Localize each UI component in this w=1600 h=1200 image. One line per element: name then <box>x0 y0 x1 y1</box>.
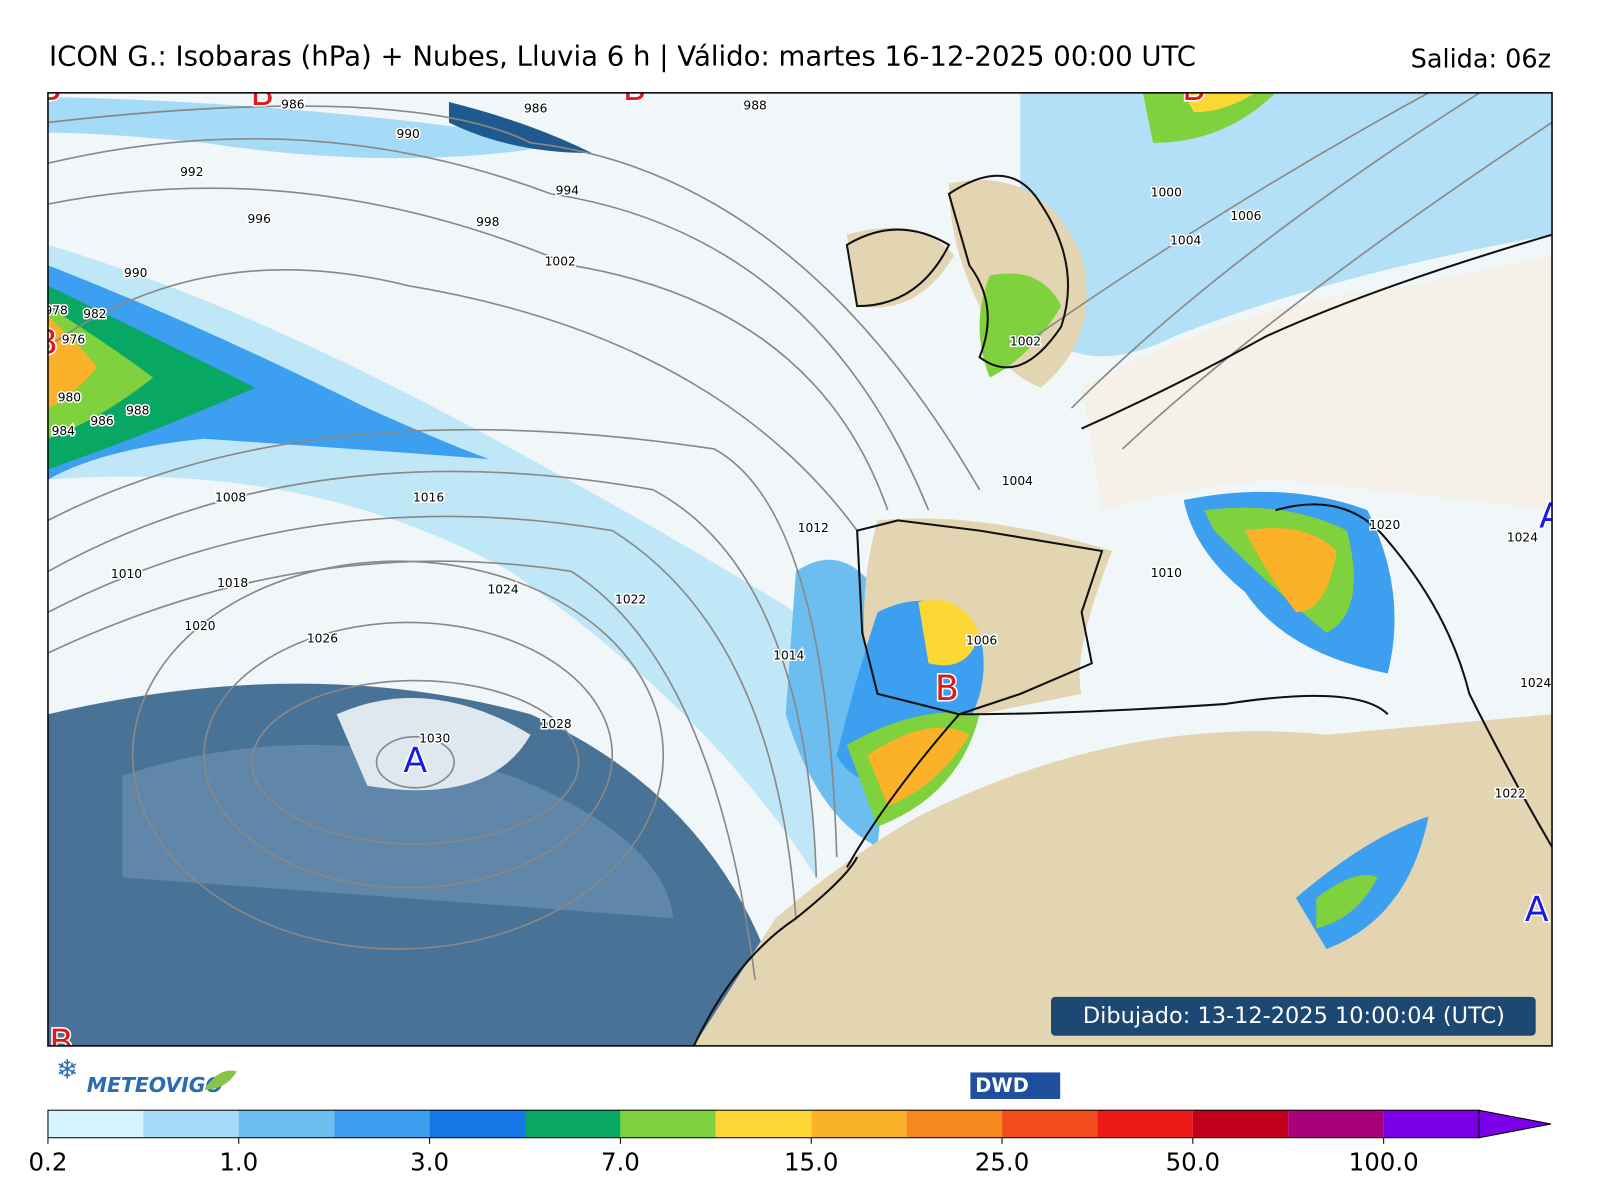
isobar-label: 1020 <box>1369 518 1400 532</box>
isobar-label: 1016 <box>413 490 444 504</box>
low-center: B <box>623 69 647 109</box>
colorbar-frame <box>47 1109 1480 1139</box>
colorbar-swatch <box>47 1110 144 1138</box>
isobar-label: 988 <box>126 404 149 418</box>
high-center: A <box>1525 890 1549 930</box>
isobar-label: 1022 <box>615 592 646 606</box>
colorbar: 0.2 1.0 3.0 7.0 15.0 25.0 50.0 100.0 <box>28 1109 1552 1176</box>
isobar-label: 1022 <box>1495 786 1526 800</box>
isobar-label: 986 <box>524 102 548 116</box>
colorbar-tick-label: 7.0 <box>601 1147 640 1176</box>
isobar-label: 1008 <box>215 490 246 504</box>
colorbar-swatch <box>715 1110 812 1138</box>
isobar-label: 982 <box>83 307 106 321</box>
colorbar-tick-label: 3.0 <box>410 1147 449 1176</box>
colorbar-tick-label: 50.0 <box>1166 1147 1220 1176</box>
low-center: B <box>34 323 58 363</box>
isobar-label: 976 <box>62 332 86 346</box>
isobar-label: 1024 <box>1520 676 1551 690</box>
high-center: A <box>403 741 427 781</box>
isobar-label: 1012 <box>798 521 829 535</box>
colorbar-swatch <box>334 1110 430 1138</box>
drawn-time: Dibujado: 13-12-2025 10:00:04 (UTC) <box>1083 1003 1505 1029</box>
run: Salida: 06z <box>1411 44 1551 74</box>
isobar-label: 994 <box>556 183 580 197</box>
isobar-label: 1010 <box>1151 566 1182 580</box>
isobar-label: 980 <box>58 390 81 404</box>
isobar-label: 1024 <box>487 582 518 596</box>
colorbar-swatch <box>1097 1110 1193 1138</box>
isobar-label: 992 <box>180 165 203 179</box>
isobar-label: 1004 <box>1002 474 1033 488</box>
low-center: B <box>49 1023 73 1063</box>
isobar-label: 990 <box>396 127 419 141</box>
low-center: B <box>38 69 62 109</box>
colorbar-tick-label: 100.0 <box>1349 1147 1419 1176</box>
low-center: B <box>935 669 959 709</box>
colorbar-swatch <box>429 1110 525 1138</box>
colorbar-swatch <box>1383 1110 1480 1138</box>
isobar-label: 996 <box>248 212 272 226</box>
colorbar-swatch <box>1288 1110 1384 1138</box>
colorbar-swatch <box>811 1110 907 1138</box>
isobar-label: 990 <box>124 266 147 280</box>
isobar-label: 1002 <box>545 255 576 269</box>
isobar-label: 1006 <box>1230 209 1261 223</box>
isobar-label: 1010 <box>111 567 142 581</box>
colorbar-tick-label: 0.2 <box>28 1147 67 1176</box>
logo: METEOVIGO <box>87 1073 223 1097</box>
isobar-label: 1000 <box>1151 185 1182 199</box>
isobar-label: 1002 <box>1010 334 1041 348</box>
isobar-label: 1006 <box>966 633 997 647</box>
title: ICON G.: Isobaras (hPa) + Nubes, Lluvia … <box>49 40 1196 72</box>
isobar-label: 1004 <box>1170 233 1201 247</box>
colorbar-swatch <box>143 1110 239 1138</box>
isobar-label: 1030 <box>419 731 450 745</box>
isobar-label: 1018 <box>217 576 248 590</box>
colorbar-tick-label: 25.0 <box>975 1147 1029 1176</box>
isobar-label: 1020 <box>184 619 215 633</box>
isobar-label: 986 <box>90 414 114 428</box>
low-center: B <box>1182 69 1206 109</box>
isobar-label: 1024 <box>1507 530 1538 544</box>
map: 986 986 988 990 992 994 996 998 1002 990 982 976 978… <box>34 69 1563 1063</box>
isobar-label: 1028 <box>541 717 572 731</box>
colorbar-arrow <box>1478 1109 1552 1139</box>
content: ICON G.: Isobaras (hPa) + Nubes, Lluvia … <box>28 40 1563 1176</box>
isobar-label: 1026 <box>307 631 338 645</box>
colorbar-swatch <box>1192 1110 1289 1138</box>
colorbar-swatch <box>238 1110 335 1138</box>
colorbar-swatch <box>524 1110 621 1138</box>
isobar-label: 984 <box>52 424 76 438</box>
snowflake-icon: ❄ <box>56 1055 78 1086</box>
isobar-label: 1014 <box>773 649 804 663</box>
isobar-label: 978 <box>44 304 67 318</box>
colorbar-swatch <box>906 1110 1003 1138</box>
isobar-label: 988 <box>743 99 766 113</box>
colorbar-swatch <box>1002 1110 1098 1138</box>
colorbar-tick-label: 1.0 <box>219 1147 258 1176</box>
isobar-label: 986 <box>281 98 305 112</box>
isobar-label: 998 <box>476 215 499 229</box>
high-center: A <box>1539 496 1563 536</box>
colorbar-swatch <box>620 1110 716 1138</box>
agency-logo: DWD <box>975 1074 1029 1097</box>
colorbar-tick-label: 15.0 <box>784 1147 838 1176</box>
low-center: B <box>250 74 274 114</box>
